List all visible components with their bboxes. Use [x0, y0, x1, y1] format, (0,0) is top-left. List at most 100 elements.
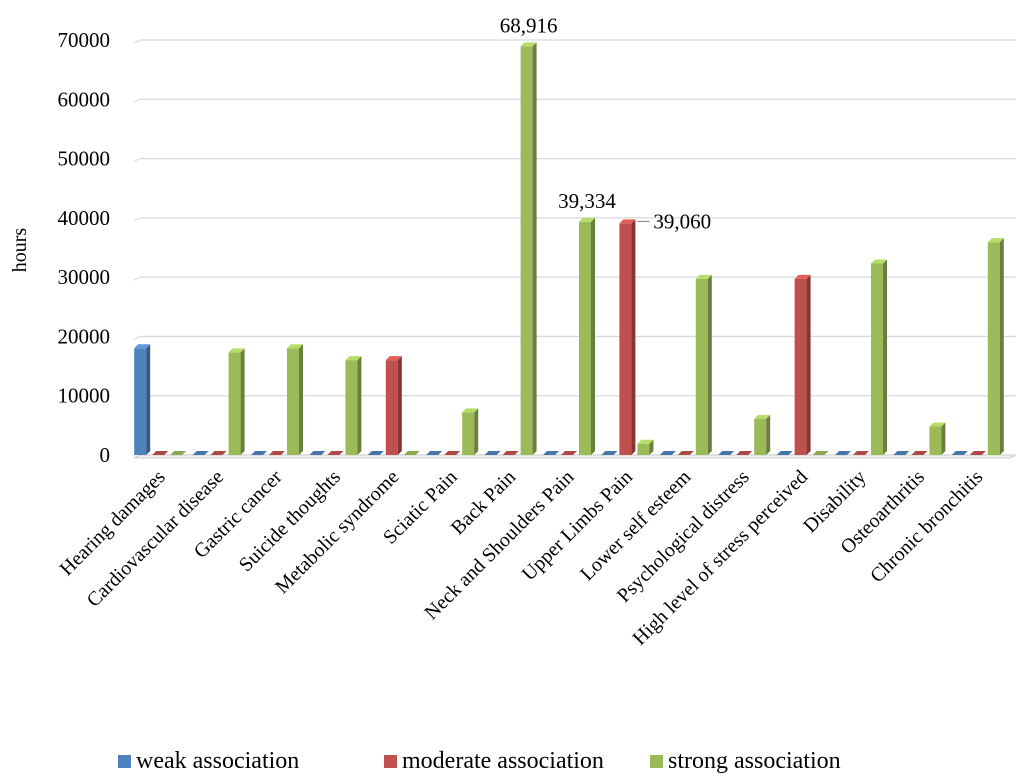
- bar-front: [134, 348, 147, 455]
- y-tick-label: 50000: [58, 147, 111, 171]
- bar-top: [134, 344, 151, 349]
- legend-item: weak association: [118, 748, 299, 774]
- bar-side: [397, 356, 402, 455]
- data-label: 39,060: [653, 209, 711, 233]
- bar-zero: [309, 451, 326, 455]
- gridline-depth: [133, 98, 141, 103]
- bar: [520, 42, 537, 455]
- y-tick-label: 70000: [58, 28, 111, 52]
- bar: [794, 274, 811, 455]
- bar-zero: [835, 451, 851, 455]
- bar-side: [146, 344, 151, 455]
- bar-top: [462, 408, 479, 413]
- x-category-label: Chronic bronchitis: [866, 466, 987, 587]
- bar: [601, 451, 618, 455]
- bar: [426, 451, 443, 455]
- bar: [695, 274, 712, 455]
- bar-top: [754, 414, 771, 419]
- legend-label: moderate association: [402, 748, 604, 774]
- legend-label: strong association: [668, 748, 841, 774]
- bar: [502, 451, 519, 455]
- bar-side: [649, 439, 654, 455]
- bar-zero: [812, 451, 829, 455]
- y-tick-label: 20000: [58, 324, 111, 348]
- bar: [969, 451, 986, 455]
- bar-top: [871, 259, 887, 264]
- bar-top: [520, 42, 537, 47]
- bar: [619, 219, 636, 455]
- bar-side: [941, 422, 946, 455]
- bar: [228, 348, 245, 455]
- bar: [911, 451, 928, 455]
- bar-zero: [853, 451, 869, 455]
- bar: [192, 451, 209, 455]
- bar-side: [999, 238, 1004, 455]
- bar-top: [695, 274, 712, 279]
- gridline-depth: [133, 217, 141, 222]
- gridline-depth: [133, 39, 141, 44]
- bar: [269, 451, 285, 455]
- bar: [170, 451, 187, 455]
- bar-side: [357, 356, 362, 455]
- legend-item: moderate association: [384, 748, 604, 774]
- bar: [327, 451, 344, 455]
- bar-side: [806, 274, 811, 455]
- bar: [659, 451, 676, 455]
- bar: [951, 451, 968, 455]
- bar-zero: [601, 451, 618, 455]
- bar-top: [929, 422, 946, 427]
- bar-front: [619, 223, 632, 455]
- bar: [561, 451, 577, 455]
- bar-front: [345, 360, 358, 455]
- bar: [345, 356, 362, 455]
- data-annotations: 68,916 39,334 39,060: [500, 13, 711, 233]
- bar-side: [299, 344, 303, 455]
- y-axis-ticks: 0 10000 20000 30000 40000 50000 60000 70000: [58, 28, 111, 467]
- bar: [152, 451, 169, 455]
- gridline-depth: [133, 158, 141, 163]
- x-category-label: Hearing damages: [56, 466, 170, 580]
- bar-side: [591, 217, 595, 455]
- bar-front: [637, 443, 650, 455]
- legend: weak association moderate association stro…: [118, 748, 841, 774]
- bar: [579, 217, 595, 455]
- bar: [853, 451, 869, 455]
- bar-side: [883, 259, 887, 455]
- y-tick-label: 60000: [58, 87, 111, 111]
- bar-front: [987, 242, 1000, 455]
- bar-side: [631, 219, 636, 455]
- bar: [812, 451, 829, 455]
- gridline-depth: [133, 276, 141, 281]
- bar-front: [929, 426, 942, 455]
- bar-zero: [911, 451, 928, 455]
- bar: [637, 439, 654, 455]
- bar-zero: [561, 451, 577, 455]
- bar-top: [579, 217, 595, 222]
- legend-swatch: [650, 755, 663, 768]
- floor-plane: [133, 454, 1017, 459]
- bar-front: [871, 263, 883, 455]
- bar-zero: [444, 451, 461, 455]
- bar-top: [287, 344, 303, 349]
- bar-zero: [192, 451, 209, 455]
- bar: [462, 408, 479, 455]
- bar: [718, 451, 735, 455]
- bar: [444, 451, 461, 455]
- bar-zero: [269, 451, 285, 455]
- bar: [403, 451, 420, 455]
- bar-zero: [403, 451, 420, 455]
- bar-zero: [893, 451, 910, 455]
- bar-zero: [951, 451, 968, 455]
- y-axis-title: hours: [9, 228, 31, 273]
- bar: [484, 451, 501, 455]
- bar-zero: [502, 451, 519, 455]
- bar-front: [228, 352, 241, 455]
- bar-zero: [776, 451, 793, 455]
- bar-front: [287, 348, 299, 455]
- bar: [736, 451, 753, 455]
- bar-front: [520, 46, 533, 455]
- chart-floor: [133, 454, 1017, 459]
